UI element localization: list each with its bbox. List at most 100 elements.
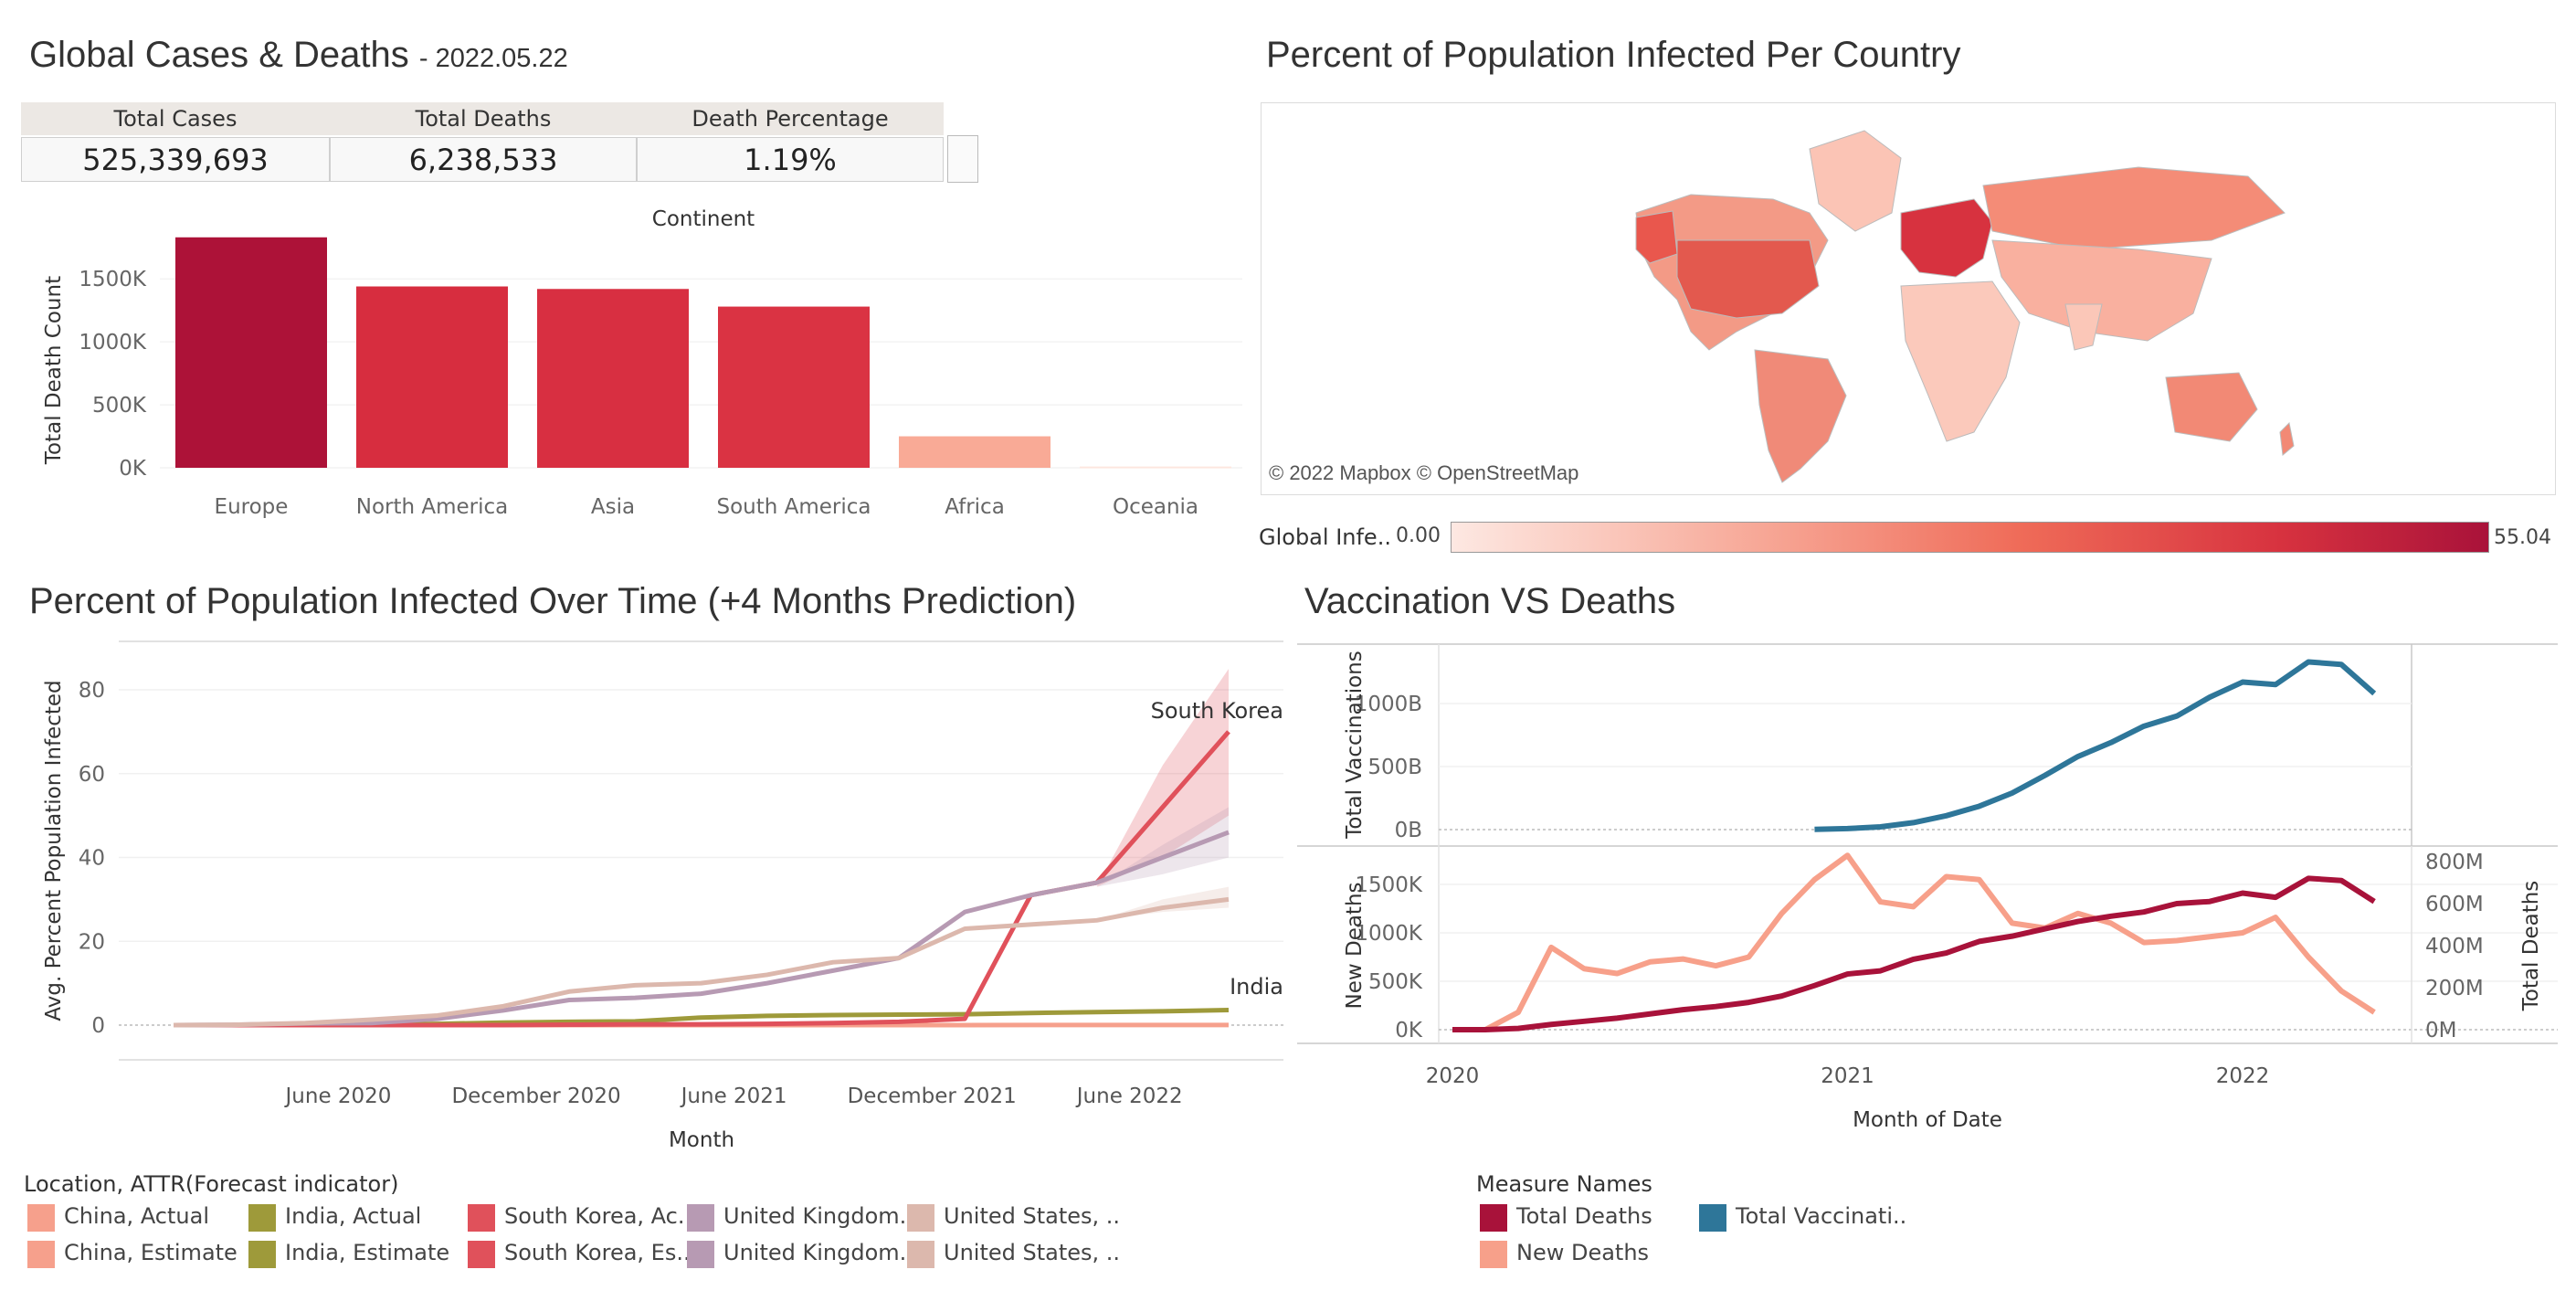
bar-y-axis-label: Total Death Count bbox=[42, 276, 66, 465]
map-legend-max: 55.04 bbox=[2494, 526, 2551, 549]
bar-y-tick: 1500K bbox=[79, 268, 147, 291]
legend-item-label[interactable]: United Kingdom.. bbox=[723, 1203, 913, 1229]
page-title: Global Cases & Deaths - 2022.05.22 bbox=[29, 35, 568, 76]
bar-y-tick: 500K bbox=[92, 394, 147, 418]
legend-item-label[interactable]: China, Estimate bbox=[64, 1240, 238, 1265]
bar-x-tick: Oceania bbox=[1113, 495, 1198, 519]
time-x-tick: June 2021 bbox=[680, 1085, 787, 1108]
deaths-y-tick: 0K bbox=[1395, 1019, 1423, 1042]
map-usa bbox=[1676, 239, 1820, 319]
vax-chart-title: Vaccination VS Deaths bbox=[1304, 581, 1676, 621]
time-x-tick: December 2021 bbox=[848, 1085, 1017, 1108]
map-title: Percent of Population Infected Per Count… bbox=[1266, 35, 1961, 75]
legend-swatch[interactable] bbox=[468, 1204, 495, 1232]
world-map-shapes bbox=[1635, 130, 2295, 483]
legend-item-label[interactable]: South Korea, Ac.. bbox=[504, 1203, 692, 1229]
legend-item-label[interactable]: India, Actual bbox=[285, 1203, 422, 1229]
deaths-y-tick: 1000K bbox=[1355, 922, 1423, 946]
line-total-deaths[interactable] bbox=[1452, 875, 2376, 1032]
bar-x-tick: Europe bbox=[215, 495, 289, 519]
measure-item-label[interactable]: Total Vaccinati.. bbox=[1736, 1203, 1907, 1229]
time-y-axis-label: Avg. Percent Population Infected bbox=[42, 680, 66, 1021]
map-attribution: © 2022 Mapbox © OpenStreetMap bbox=[1269, 461, 1579, 484]
bar-oceania[interactable] bbox=[1080, 466, 1231, 469]
legend-swatch[interactable] bbox=[907, 1204, 934, 1232]
kpi-value-death-percentage: 1.19% bbox=[637, 137, 944, 182]
world-map[interactable]: © 2022 Mapbox © OpenStreetMap bbox=[1261, 102, 2556, 495]
deaths-y-tick: 1500K bbox=[1355, 873, 1423, 897]
bar-south-america[interactable] bbox=[718, 306, 870, 468]
kpi-header-death-percentage: Death Percentage bbox=[637, 102, 944, 135]
time-x-tick: December 2020 bbox=[451, 1085, 620, 1108]
bar-europe[interactable] bbox=[175, 237, 327, 468]
time-y-tick: 40 bbox=[79, 847, 105, 871]
map-new-zealand bbox=[2279, 421, 2295, 456]
measure-legend-title: Measure Names bbox=[1476, 1171, 1652, 1197]
legend-item-label[interactable]: United States, .. bbox=[944, 1240, 1121, 1265]
time-y-tick: 0 bbox=[91, 1014, 105, 1038]
bar-asia[interactable] bbox=[537, 289, 689, 468]
forecast-band-south-korea bbox=[1096, 669, 1229, 887]
deaths-y-tick-right: 200M bbox=[2425, 977, 2484, 1000]
legend-swatch[interactable] bbox=[468, 1241, 495, 1268]
line-united-kingdom[interactable] bbox=[173, 830, 1230, 1028]
time-y-tick: 80 bbox=[79, 679, 105, 703]
forecast-band-united-kingdom bbox=[1096, 807, 1229, 887]
map-legend-label: Global Infe.. bbox=[1259, 524, 1391, 550]
legend-item-label[interactable]: India, Estimate bbox=[285, 1240, 450, 1265]
bar-chart-title: Continent bbox=[652, 207, 755, 231]
kpi-header-total-cases: Total Cases bbox=[21, 102, 330, 135]
vax-y-tick: 500B bbox=[1367, 756, 1422, 779]
vax-x-tick: 2021 bbox=[1821, 1064, 1874, 1088]
legend-swatch[interactable] bbox=[27, 1204, 55, 1232]
bar-north-america[interactable] bbox=[356, 286, 508, 468]
legend-item-label[interactable]: China, Actual bbox=[64, 1203, 209, 1229]
deaths-y-tick-right: 400M bbox=[2425, 935, 2484, 958]
legend-swatch[interactable] bbox=[248, 1241, 276, 1268]
vax-y-tick: 0B bbox=[1395, 819, 1422, 842]
bar-x-tick: North America bbox=[356, 495, 509, 519]
legend-item-label[interactable]: United Kingdom.. bbox=[723, 1240, 913, 1265]
map-greenland bbox=[1809, 130, 1902, 232]
legend-swatch[interactable] bbox=[248, 1204, 276, 1232]
legend-swatch[interactable] bbox=[687, 1241, 714, 1268]
bar-y-tick: 0K bbox=[119, 457, 147, 481]
bar-x-tick: Asia bbox=[591, 495, 635, 519]
time-chart-title: Percent of Population Infected Over Time… bbox=[29, 581, 1077, 621]
measure-swatch[interactable] bbox=[1480, 1241, 1507, 1268]
kpi-header-total-deaths: Total Deaths bbox=[330, 102, 637, 135]
bar-y-tick: 1000K bbox=[79, 331, 147, 354]
location-legend-title: Location, ATTR(Forecast indicator) bbox=[24, 1171, 399, 1197]
legend-item-label[interactable]: South Korea, Es.. bbox=[504, 1240, 691, 1265]
measure-swatch[interactable] bbox=[1699, 1204, 1726, 1232]
kpi-value-total-deaths: 6,238,533 bbox=[330, 137, 637, 182]
vax-x-tick: 2022 bbox=[2216, 1064, 2270, 1088]
line-united-states[interactable] bbox=[173, 896, 1230, 1028]
measure-swatch[interactable] bbox=[1480, 1204, 1507, 1232]
time-y-tick: 60 bbox=[79, 763, 105, 787]
map-asia bbox=[1991, 239, 2212, 342]
measure-item-label[interactable]: Total Deaths bbox=[1516, 1203, 1652, 1229]
kpi-scrollbar[interactable] bbox=[947, 135, 978, 183]
deaths-y-tick-right: 800M bbox=[2425, 851, 2484, 874]
kpi-value-total-cases: 525,339,693 bbox=[21, 137, 330, 182]
deaths-y-tick-right: 600M bbox=[2425, 893, 2484, 916]
time-y-tick: 20 bbox=[79, 930, 105, 954]
map-europe bbox=[1900, 198, 1993, 278]
map-russia bbox=[1982, 166, 2286, 250]
line-new-deaths[interactable] bbox=[1452, 852, 2376, 1032]
legend-swatch[interactable] bbox=[907, 1241, 934, 1268]
map-legend-gradient bbox=[1451, 522, 2489, 553]
line-total-vaccinations[interactable] bbox=[1814, 659, 2377, 832]
bar-x-tick: South America bbox=[716, 495, 871, 519]
legend-item-label[interactable]: United States, .. bbox=[944, 1203, 1121, 1229]
measure-item-label[interactable]: New Deaths bbox=[1516, 1240, 1650, 1265]
vax-x-tick: 2020 bbox=[1426, 1064, 1480, 1088]
bar-africa[interactable] bbox=[899, 436, 1050, 468]
legend-swatch[interactable] bbox=[27, 1241, 55, 1268]
legend-swatch[interactable] bbox=[687, 1204, 714, 1232]
deaths-y-axis-label: New Deaths bbox=[1343, 882, 1367, 1009]
annotation-south-korea: South Korea bbox=[1151, 698, 1283, 724]
vax-y-axis-label: Total Vaccinations bbox=[1343, 651, 1367, 839]
kpi-table: Total Cases Total Deaths Death Percentag… bbox=[21, 102, 976, 182]
